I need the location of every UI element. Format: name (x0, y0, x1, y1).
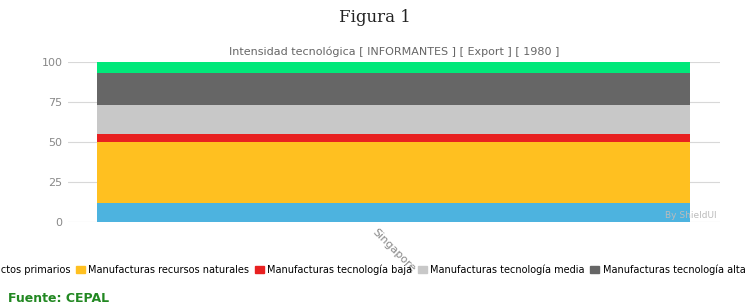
Bar (98, 142, 690, 203)
Legend: Productos primarios, Manufacturas recursos naturales, Manufacturas tecnología ba: Productos primarios, Manufacturas recurs… (0, 260, 750, 278)
Text: Fuente: CEPAL: Fuente: CEPAL (8, 292, 109, 305)
Bar (98, 62, 690, 73)
Text: By ShieldUI: By ShieldUI (665, 211, 717, 220)
Bar (98, 105, 690, 134)
Bar (98, 203, 690, 222)
Title: Intensidad tecnológica [ INFORMANTES ] [ Export ] [ 1980 ]: Intensidad tecnológica [ INFORMANTES ] [… (229, 46, 559, 57)
Bar (98, 73, 690, 105)
Text: Figura 1: Figura 1 (339, 9, 411, 26)
Bar (98, 134, 690, 142)
